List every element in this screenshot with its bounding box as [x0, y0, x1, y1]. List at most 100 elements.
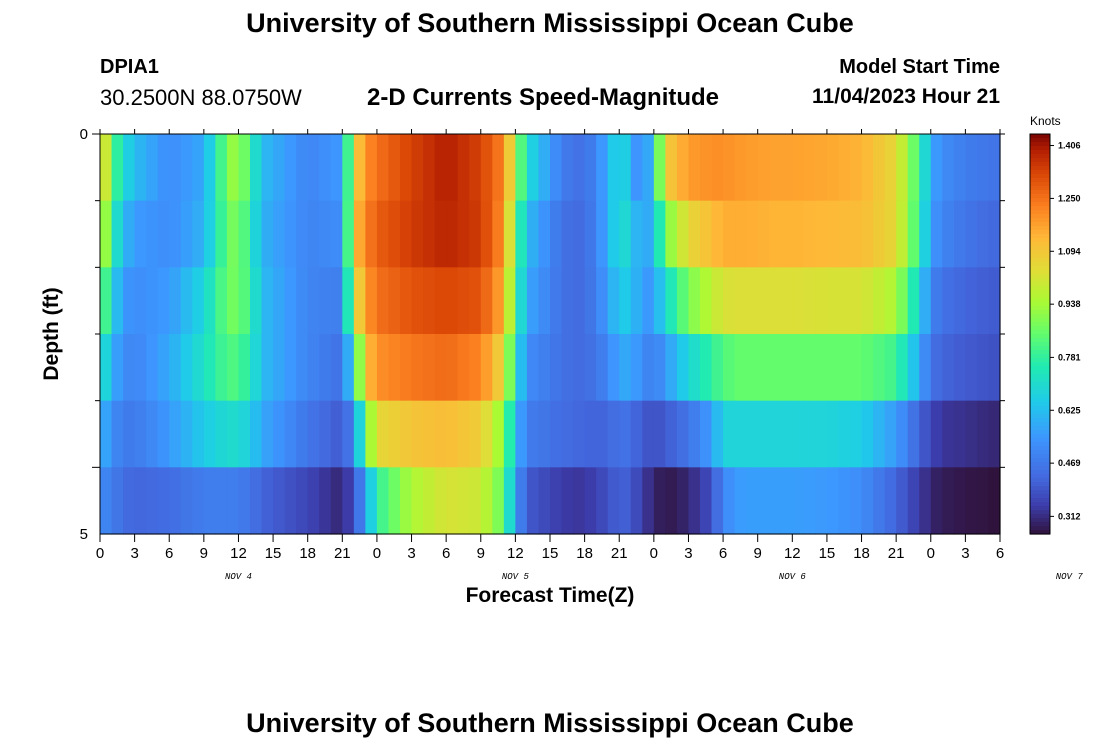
y-tick-label: 0	[80, 126, 88, 143]
bottom-title: University of Southern Mississippi Ocean…	[246, 708, 854, 738]
heatmap-cell	[238, 334, 251, 402]
heatmap-cell	[538, 334, 551, 402]
heatmap-cell	[169, 200, 182, 268]
heatmap-cell	[342, 267, 355, 335]
heatmap-cell	[573, 267, 586, 335]
heatmap-cell	[815, 267, 828, 335]
heatmap-cell	[215, 334, 228, 402]
heatmap-cell	[630, 267, 643, 335]
heatmap-cell	[688, 334, 701, 402]
heatmap-cell	[457, 334, 470, 402]
heatmap-cell	[723, 400, 736, 468]
colorbar-segment	[1030, 394, 1050, 399]
heatmap-cell	[111, 467, 124, 535]
heatmap-cell	[111, 400, 124, 468]
colorbar-segment	[1030, 310, 1050, 315]
heatmap-cell	[896, 267, 909, 335]
heatmap-cell	[180, 334, 193, 402]
x-tick-label: 18	[853, 545, 870, 562]
heatmap-cell	[826, 200, 840, 268]
heatmap-cell	[896, 467, 909, 535]
heatmap-cell	[596, 400, 609, 468]
heatmap-cell	[342, 400, 355, 468]
colorbar-segment	[1030, 178, 1050, 183]
heatmap-cell	[838, 200, 851, 268]
colorbar-segment	[1030, 458, 1050, 463]
heatmap-cell	[169, 134, 182, 202]
heatmap-cell	[376, 400, 390, 468]
heatmap-cell	[896, 334, 909, 402]
colorbar-segment	[1030, 202, 1050, 207]
x-tick-label: 12	[507, 545, 524, 562]
heatmap-cell	[861, 200, 874, 268]
heatmap-cell	[330, 200, 343, 268]
heatmap-cell	[653, 267, 666, 335]
heatmap-cell	[169, 400, 182, 468]
heatmap-cell	[619, 334, 632, 402]
heatmap-cell	[480, 334, 493, 402]
heatmap-cell	[700, 400, 713, 468]
heatmap-cell	[261, 334, 274, 402]
heatmap-cell	[665, 400, 678, 468]
heatmap-cell	[203, 467, 216, 535]
heatmap-cell	[838, 334, 851, 402]
x-tick-label: 6	[442, 545, 450, 562]
colorbar-segment	[1030, 470, 1050, 475]
heatmap-cell	[100, 267, 113, 335]
heatmap-cell	[319, 267, 332, 335]
heatmap-cell	[596, 467, 609, 535]
heatmap-cell	[838, 134, 851, 202]
heatmap-cell	[550, 200, 563, 268]
heatmap-cell	[850, 267, 863, 335]
heatmap-cell	[503, 267, 516, 335]
station-id: DPIA1	[100, 56, 159, 78]
heatmap-cell	[573, 134, 586, 202]
heatmap-cell	[365, 334, 378, 402]
heatmap-cell	[734, 334, 747, 402]
colorbar-segment	[1030, 462, 1050, 467]
heatmap-cell	[284, 267, 297, 335]
heatmap-cell	[826, 267, 840, 335]
colorbar-tick-label: 0.625	[1058, 405, 1081, 415]
heatmap-cell	[688, 400, 701, 468]
heatmap-cell	[319, 467, 332, 535]
heatmap-cell	[226, 400, 240, 468]
heatmap-cell	[976, 267, 990, 335]
colorbar-segment	[1030, 214, 1050, 219]
heatmap-cell	[826, 334, 840, 402]
heatmap-cell	[642, 267, 655, 335]
x-tick-label: 0	[650, 545, 658, 562]
x-tick-label: 15	[819, 545, 836, 562]
heatmap-cell	[146, 134, 159, 202]
heatmap-cell	[411, 267, 424, 335]
x-tick-label: 6	[996, 545, 1004, 562]
heatmap-cell	[215, 400, 228, 468]
heatmap-cell	[734, 200, 747, 268]
heatmap-cell	[873, 400, 886, 468]
colorbar-segment	[1030, 306, 1050, 311]
x-day-label: NOV 6	[779, 572, 807, 582]
heatmap-cell	[146, 334, 159, 402]
heatmap-cell	[180, 200, 193, 268]
heatmap-cell	[861, 467, 874, 535]
heatmap-cell	[469, 467, 482, 535]
heatmap-cell	[769, 400, 782, 468]
heatmap-cell	[826, 134, 840, 202]
heatmap-cell	[365, 400, 378, 468]
heatmap-cell	[492, 200, 505, 268]
colorbar-segment	[1030, 466, 1050, 471]
heatmap-cell	[780, 400, 793, 468]
colorbar-tick-label: 1.406	[1058, 141, 1081, 151]
colorbar-tick-label: 1.094	[1058, 246, 1081, 256]
heatmap-cell	[642, 467, 655, 535]
heatmap-cell	[215, 200, 228, 268]
heatmap-cell	[203, 400, 216, 468]
heatmap-cell	[988, 467, 1001, 535]
heatmap-cell	[942, 467, 955, 535]
heatmap-cell	[688, 267, 701, 335]
heatmap-cell	[100, 134, 113, 202]
colorbar-segment	[1030, 138, 1050, 143]
heatmap-cell	[884, 134, 897, 202]
heatmap-cell	[584, 334, 597, 402]
colorbar-segment	[1030, 398, 1050, 403]
